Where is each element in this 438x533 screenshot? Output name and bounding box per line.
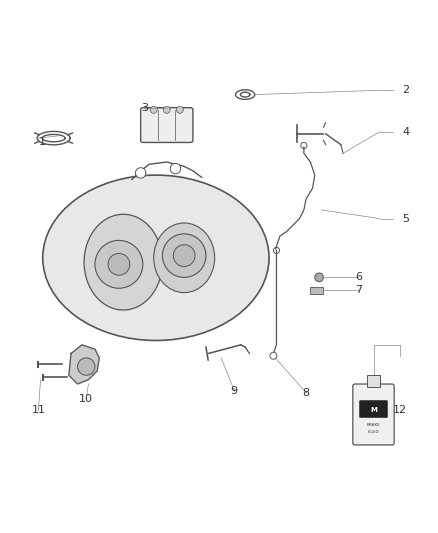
FancyBboxPatch shape <box>141 108 193 142</box>
Circle shape <box>273 247 279 254</box>
Circle shape <box>95 240 143 288</box>
Text: 9: 9 <box>231 385 238 395</box>
Text: 12: 12 <box>392 405 406 415</box>
Circle shape <box>315 273 323 282</box>
Text: 10: 10 <box>79 394 93 404</box>
Circle shape <box>135 168 146 178</box>
Text: 2: 2 <box>403 85 410 95</box>
Polygon shape <box>69 345 99 384</box>
Text: 5: 5 <box>403 214 410 224</box>
Text: 7: 7 <box>355 286 362 295</box>
Ellipse shape <box>154 223 215 293</box>
FancyBboxPatch shape <box>360 400 388 417</box>
Circle shape <box>150 107 157 114</box>
Text: 3: 3 <box>141 103 148 112</box>
Ellipse shape <box>84 214 162 310</box>
Text: 4: 4 <box>403 126 410 136</box>
Circle shape <box>163 107 170 114</box>
Circle shape <box>301 142 307 149</box>
Circle shape <box>170 163 181 174</box>
Circle shape <box>78 358 95 375</box>
Circle shape <box>162 234 206 277</box>
Text: FLUID: FLUID <box>367 430 379 434</box>
FancyBboxPatch shape <box>367 375 381 386</box>
Circle shape <box>108 254 130 275</box>
Text: 6: 6 <box>355 272 362 282</box>
Text: BRAKE: BRAKE <box>367 423 380 427</box>
Text: M: M <box>370 407 377 413</box>
Circle shape <box>177 107 184 114</box>
Text: 1: 1 <box>39 138 46 148</box>
Circle shape <box>270 352 277 359</box>
FancyBboxPatch shape <box>310 287 323 294</box>
Circle shape <box>173 245 195 266</box>
Ellipse shape <box>43 175 269 341</box>
Text: 11: 11 <box>32 405 46 415</box>
FancyBboxPatch shape <box>353 384 394 445</box>
Text: 8: 8 <box>303 387 310 398</box>
